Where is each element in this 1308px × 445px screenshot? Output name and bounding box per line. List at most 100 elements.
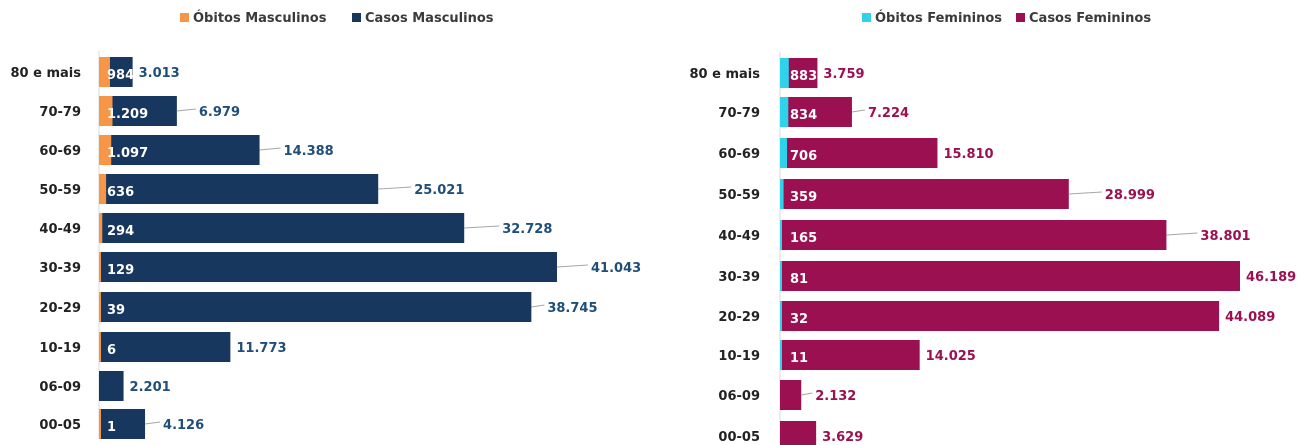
legend-label-1-1: Casos Femininos: [1029, 11, 1151, 26]
case-bar-1-4: [780, 220, 1167, 250]
case-bar-0-4: [99, 213, 465, 243]
leader-line-0-4: [464, 225, 500, 229]
death-bar-1-0: [780, 58, 789, 88]
legend-swatch-1-0: [862, 13, 871, 22]
death-bar-0-4: [99, 213, 103, 243]
case-label-0-3: 25.021: [414, 183, 464, 198]
legend-swatch-1-1: [1016, 13, 1025, 22]
category-label-0-9: 00-05: [39, 418, 81, 433]
death-bar-1-5: [780, 261, 782, 291]
case-bar-0-3: [99, 174, 379, 204]
case-bar-0-6: [99, 292, 532, 322]
case-bar-0-9: [99, 409, 146, 439]
leader-line-0-2: [259, 147, 281, 151]
death-bar-0-9: [99, 409, 101, 439]
case-label-1-7: 14.025: [926, 349, 976, 364]
case-label-1-8: 2.132: [815, 389, 856, 404]
category-label-0-8: 06-09: [39, 380, 81, 395]
death-bar-1-4: [780, 220, 782, 250]
death-bar-0-0: [99, 57, 110, 87]
case-bar-1-1: [780, 97, 852, 127]
death-bar-1-6: [780, 301, 782, 331]
case-label-0-2: 14.388: [284, 144, 334, 159]
leader-line-1-4: [1166, 232, 1198, 236]
case-bar-1-3: [780, 179, 1069, 209]
category-label-1-8: 06-09: [718, 389, 760, 404]
leader-line-1-1: [851, 109, 866, 113]
case-label-1-5: 46.189: [1246, 270, 1296, 285]
death-label-0-4: 294: [107, 224, 134, 239]
category-label-1-6: 20-29: [718, 310, 760, 325]
case-label-0-0: 3.013: [139, 66, 180, 81]
case-label-1-0: 3.759: [823, 67, 864, 82]
case-bar-1-8: [780, 380, 802, 410]
category-label-0-0: 80 e mais: [11, 66, 82, 81]
case-label-1-3: 28.999: [1105, 188, 1155, 203]
case-bar-1-2: [780, 138, 938, 168]
death-label-0-6: 39: [107, 303, 125, 318]
leader-line-0-5: [556, 264, 589, 268]
category-label-0-6: 20-29: [39, 301, 81, 316]
case-label-0-7: 11.773: [236, 341, 286, 356]
category-label-1-9: 00-05: [718, 430, 760, 445]
case-label-0-4: 32.728: [502, 222, 552, 237]
death-label-0-2: 1.097: [107, 146, 148, 161]
case-label-1-6: 44.089: [1225, 310, 1275, 325]
leader-line-0-3: [378, 186, 412, 190]
death-label-0-3: 636: [107, 185, 134, 200]
death-label-1-4: 165: [790, 231, 817, 246]
death-label-1-2: 706: [790, 149, 817, 164]
category-label-1-3: 50-59: [718, 188, 760, 203]
case-label-1-9: 3.629: [822, 430, 863, 445]
death-bar-1-3: [780, 179, 784, 209]
death-label-1-3: 359: [790, 190, 817, 205]
death-label-1-7: 11: [790, 351, 808, 366]
category-label-0-7: 10-19: [39, 341, 81, 356]
death-label-1-6: 32: [790, 312, 808, 327]
case-label-1-2: 15.810: [943, 147, 993, 162]
case-bar-1-5: [780, 261, 1240, 291]
death-bar-0-7: [99, 332, 101, 362]
death-bar-0-6: [99, 292, 101, 322]
category-label-1-0: 80 e mais: [690, 67, 761, 82]
death-bar-1-7: [780, 340, 782, 370]
leader-line-0-1: [176, 108, 196, 112]
leader-line-1-3: [1068, 191, 1102, 195]
death-bar-0-2: [99, 135, 112, 165]
category-label-0-1: 70-79: [39, 105, 81, 120]
case-label-1-4: 38.801: [1200, 229, 1250, 244]
death-label-0-0: 984: [107, 68, 134, 83]
case-bar-1-7: [780, 340, 920, 370]
leader-line-1-8: [801, 392, 813, 396]
legend-label-0-0: Óbitos Masculinos: [193, 10, 327, 26]
death-bar-0-5: [99, 252, 101, 282]
case-label-1-1: 7.224: [868, 106, 909, 121]
death-bar-1-2: [780, 138, 788, 168]
legend-swatch-0-0: [180, 13, 189, 22]
case-bar-1-9: [780, 421, 817, 445]
case-bar-0-8: [99, 371, 124, 401]
case-label-0-5: 41.043: [591, 261, 641, 276]
death-label-0-5: 129: [107, 263, 134, 278]
death-label-0-7: 6: [107, 343, 116, 358]
category-label-1-4: 40-49: [718, 229, 760, 244]
case-label-0-1: 6.979: [199, 105, 240, 120]
category-label-0-4: 40-49: [39, 222, 81, 237]
case-bar-0-5: [99, 252, 557, 282]
category-label-0-2: 60-69: [39, 144, 81, 159]
death-bar-1-1: [780, 97, 789, 127]
legend-swatch-0-1: [352, 13, 361, 22]
death-label-0-9: 1: [107, 420, 116, 435]
legend-label-0-1: Casos Masculinos: [365, 11, 494, 26]
case-label-0-8: 2.201: [130, 380, 171, 395]
case-label-0-9: 4.126: [163, 418, 204, 433]
category-label-1-5: 30-39: [718, 270, 760, 285]
legend-label-1-0: Óbitos Femininos: [875, 10, 1002, 26]
category-label-1-1: 70-79: [718, 106, 760, 121]
category-label-0-3: 50-59: [39, 183, 81, 198]
category-label-1-7: 10-19: [718, 349, 760, 364]
leader-line-0-6: [531, 304, 545, 308]
leader-line-0-9: [144, 421, 161, 425]
case-label-0-6: 38.745: [547, 301, 597, 316]
case-bar-0-2: [99, 135, 260, 165]
